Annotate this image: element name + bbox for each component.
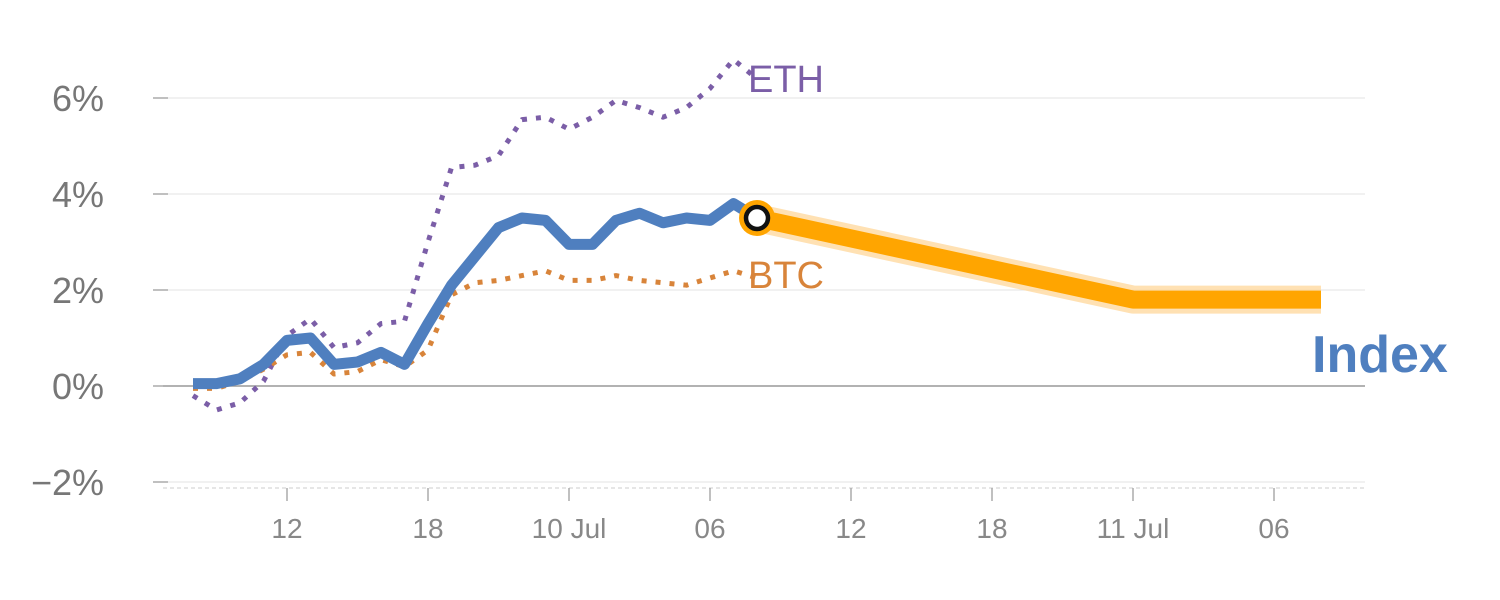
y-tick-label: 6% xyxy=(52,78,104,119)
x-tick-label: 06 xyxy=(694,513,725,544)
y-tick-label: 0% xyxy=(52,366,104,407)
y-tick-label: 4% xyxy=(52,174,104,215)
x-tick-label: 18 xyxy=(976,513,1007,544)
btc-series-label: BTC xyxy=(748,255,824,297)
index-series-label: Index xyxy=(1312,326,1448,384)
x-tick-label: 12 xyxy=(835,513,866,544)
series-layer xyxy=(191,57,1321,413)
eth-series-line xyxy=(191,57,759,413)
y-tick-label: −2% xyxy=(31,462,104,503)
x-tick-label: 12 xyxy=(271,513,302,544)
eth-series-label: ETH xyxy=(748,59,824,101)
x-tick-label: 06 xyxy=(1258,513,1289,544)
grid-layer xyxy=(163,97,1365,489)
y-axis: 6% 4% 2% 0% −2% xyxy=(31,78,168,503)
btc-series-line xyxy=(193,268,758,391)
y-tick-label: 2% xyxy=(52,270,104,311)
current-point-marker xyxy=(743,204,771,232)
x-tick-label: 18 xyxy=(412,513,443,544)
x-axis: 12 18 10 Jul 06 12 18 11 Jul 06 xyxy=(271,488,1290,544)
label-layer: ETH BTC Index xyxy=(748,59,1448,384)
x-tick-label: 10 Jul xyxy=(532,513,607,544)
index-series-line xyxy=(193,198,760,390)
x-tick-label: 11 Jul xyxy=(1097,513,1170,544)
forecast-line xyxy=(755,209,1321,309)
